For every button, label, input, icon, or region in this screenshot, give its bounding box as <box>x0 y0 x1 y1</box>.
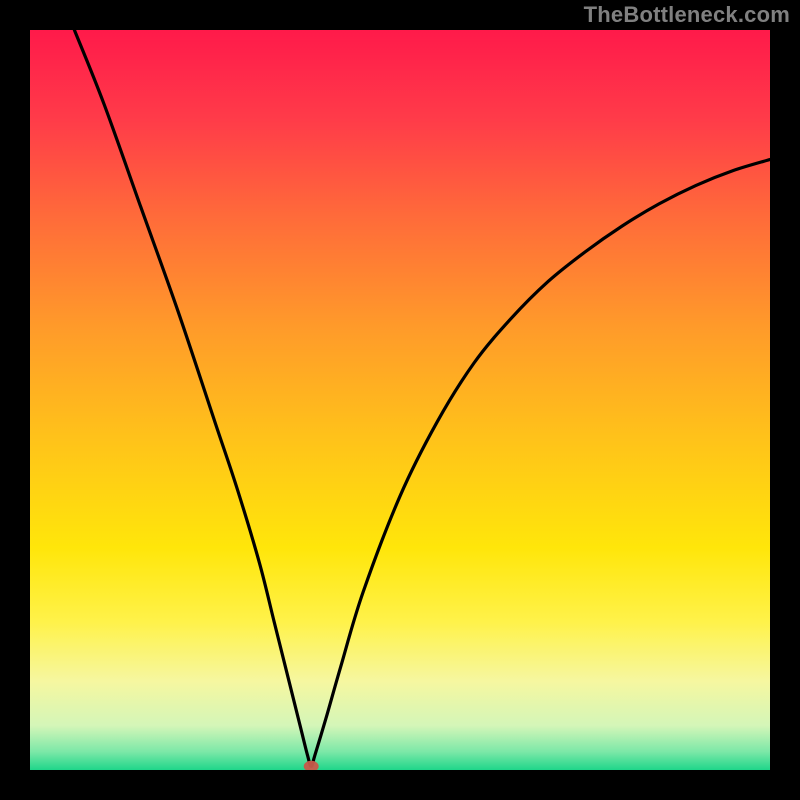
watermark-text: TheBottleneck.com <box>584 2 790 28</box>
chart-container: TheBottleneck.com <box>0 0 800 800</box>
bottleneck-chart <box>0 0 800 800</box>
minimum-marker <box>304 761 318 771</box>
plot-background <box>30 30 770 770</box>
